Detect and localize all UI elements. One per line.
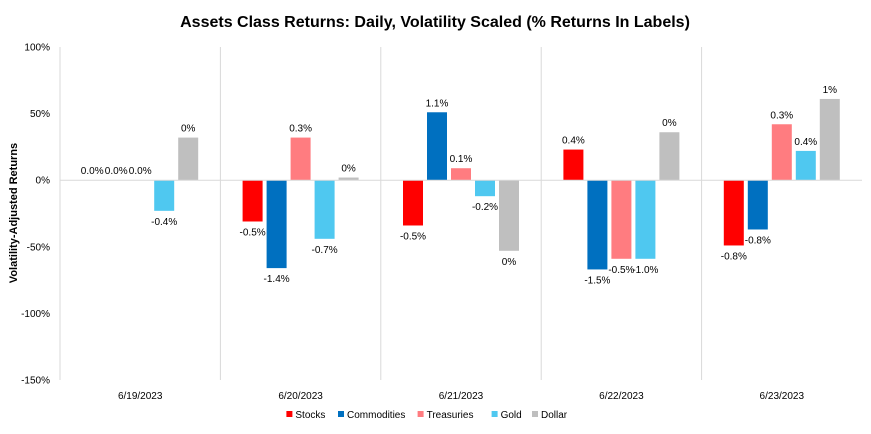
- bar-dollar: [178, 137, 199, 181]
- data-label: -0.8%: [745, 235, 771, 246]
- legend-entry: Treasuries: [427, 410, 474, 421]
- bar-commodities: [266, 180, 287, 269]
- data-label: -0.2%: [472, 202, 498, 213]
- bar-gold: [314, 180, 335, 239]
- legend-swatch: [417, 411, 424, 417]
- bar-gold: [154, 180, 175, 211]
- data-label: 0.3%: [289, 124, 312, 135]
- data-label: 0%: [341, 164, 356, 175]
- chart-title: Assets Class Returns: Daily, Volatility …: [180, 14, 690, 31]
- bar-commodities: [587, 180, 608, 270]
- x-tick-label: 6/19/2023: [118, 391, 163, 402]
- data-label: -1.5%: [584, 275, 610, 286]
- x-tick-label: 6/23/2023: [760, 391, 805, 402]
- x-tick-label: 6/20/2023: [278, 391, 323, 402]
- legend-swatch: [286, 411, 293, 417]
- bar-commodities: [747, 180, 768, 230]
- y-axis-label: Volatility-Adjusted Returns: [8, 143, 20, 283]
- y-tick-label: -150%: [21, 376, 50, 387]
- data-label: -0.7%: [312, 245, 338, 256]
- x-tick-label: 6/21/2023: [439, 391, 484, 402]
- data-label: -1.4%: [264, 274, 290, 285]
- bar-gold: [635, 180, 656, 259]
- legend-swatch: [338, 411, 344, 417]
- data-label: 0.0%: [105, 166, 128, 177]
- plot-area: 100%50%0%-50%-100%-150%0.0% 0.0% 0.0%-0.4%…: [21, 43, 862, 402]
- bar-stocks: [563, 149, 584, 181]
- y-tick-label: 0%: [36, 176, 51, 187]
- data-label: 0.0%: [81, 166, 104, 177]
- data-label: 1.1%: [426, 98, 449, 109]
- legend-entry: Gold: [501, 410, 522, 421]
- data-label: 0%: [502, 257, 517, 268]
- data-label: 0%: [181, 124, 196, 135]
- bar-dollar: [819, 98, 840, 181]
- data-label: 0%: [662, 118, 677, 129]
- data-label: -0.8%: [721, 251, 747, 262]
- bar-treasuries: [771, 124, 792, 181]
- data-label: 0.1%: [450, 154, 473, 165]
- bar-dollar: [338, 177, 359, 181]
- y-tick-label: 50%: [30, 109, 50, 120]
- data-label: 0.3%: [770, 110, 793, 121]
- legend: Stocks Commodities Treasuries Gold Dollar: [286, 410, 568, 421]
- data-label: -0.4%: [151, 217, 177, 228]
- legend-entry: Dollar: [541, 410, 568, 421]
- bar-gold: [795, 150, 816, 181]
- data-label: 0.4%: [794, 137, 817, 148]
- bar-dollar: [659, 132, 680, 181]
- bar-dollar: [499, 180, 519, 251]
- legend-entry: Commodities: [347, 410, 405, 421]
- data-label: -1.0%: [632, 265, 658, 276]
- data-label: -0.5%: [608, 265, 634, 276]
- bar-treasuries: [611, 180, 632, 259]
- data-label: 0.4%: [562, 136, 585, 147]
- bar-gold: [475, 180, 495, 197]
- bar-stocks: [403, 180, 423, 226]
- bar-treasuries: [290, 137, 311, 181]
- data-label: -0.5%: [400, 231, 426, 242]
- legend-swatch: [532, 411, 538, 417]
- bar-treasuries: [451, 168, 471, 181]
- bar-stocks: [242, 180, 263, 222]
- y-tick-label: 100%: [24, 43, 50, 54]
- legend-swatch: [491, 411, 498, 417]
- bar-commodities: [427, 112, 447, 181]
- y-tick-label: -100%: [21, 309, 50, 320]
- x-tick-label: 6/22/2023: [599, 391, 644, 402]
- data-label: 1%: [823, 85, 838, 96]
- y-tick-label: -50%: [27, 242, 50, 253]
- legend-entry: Stocks: [295, 410, 325, 421]
- bar-stocks: [723, 180, 744, 246]
- data-label: 0.0%: [129, 166, 152, 177]
- data-label: -0.5%: [240, 227, 266, 238]
